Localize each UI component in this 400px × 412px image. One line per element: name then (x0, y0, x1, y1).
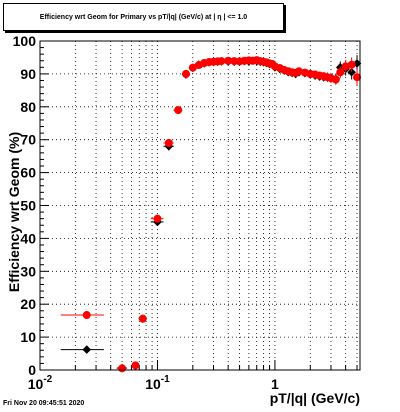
data-series (60, 55, 362, 373)
data-point (153, 214, 162, 223)
data-point (164, 138, 173, 147)
data-point (174, 106, 183, 115)
axes: 0 10 20 30 40 50 60 70 80 90 100 10-2 10-1 1 (13, 33, 358, 392)
data-point (347, 67, 356, 77)
y-tick-label: 10 (20, 329, 36, 345)
y-tick-label: 100 (13, 33, 37, 49)
chart-title-box: Efficiency wrt Geom for Primary vs pT/|q… (3, 3, 284, 31)
data-point (353, 73, 362, 82)
y-tick-label: 40 (20, 230, 36, 246)
x-axis-label: pT/|q| (GeV/c) (270, 390, 360, 406)
y-tick-label: 0 (28, 362, 36, 378)
y-tick-label: 50 (20, 198, 36, 214)
y-axis-label: Efficiency wrt Geom (%) (6, 132, 22, 292)
plot-frame (39, 40, 361, 371)
data-point (347, 60, 356, 69)
data-point (131, 361, 140, 370)
y-tick-label: 70 (20, 132, 36, 148)
data-point (217, 57, 226, 66)
data-point (188, 63, 197, 72)
data-point (182, 69, 191, 78)
y-tick-label: 90 (20, 66, 36, 82)
data-point (82, 345, 92, 354)
series-2 (60, 56, 362, 373)
data-point (341, 62, 350, 71)
data-point (294, 67, 303, 76)
x-tick-label: 10-1 (145, 374, 170, 392)
data-point (331, 75, 340, 84)
grid-lines (39, 40, 360, 371)
data-point (82, 311, 91, 320)
chart-title: Efficiency wrt Geom for Primary vs pT/|q… (39, 13, 248, 21)
data-point (352, 59, 362, 68)
data-point (224, 56, 233, 65)
y-tick-label: 20 (20, 296, 36, 312)
y-tick-label: 80 (20, 99, 36, 115)
x-tick-label: 10-2 (28, 374, 53, 392)
data-point (336, 68, 345, 77)
y-tick-label: 30 (20, 263, 36, 279)
timestamp: Fri Nov 20 09:45:51 2020 (3, 400, 85, 407)
y-tick-label: 60 (20, 165, 36, 181)
x-tick-label: 1 (271, 376, 279, 392)
data-point (118, 364, 127, 373)
data-point (138, 314, 147, 323)
